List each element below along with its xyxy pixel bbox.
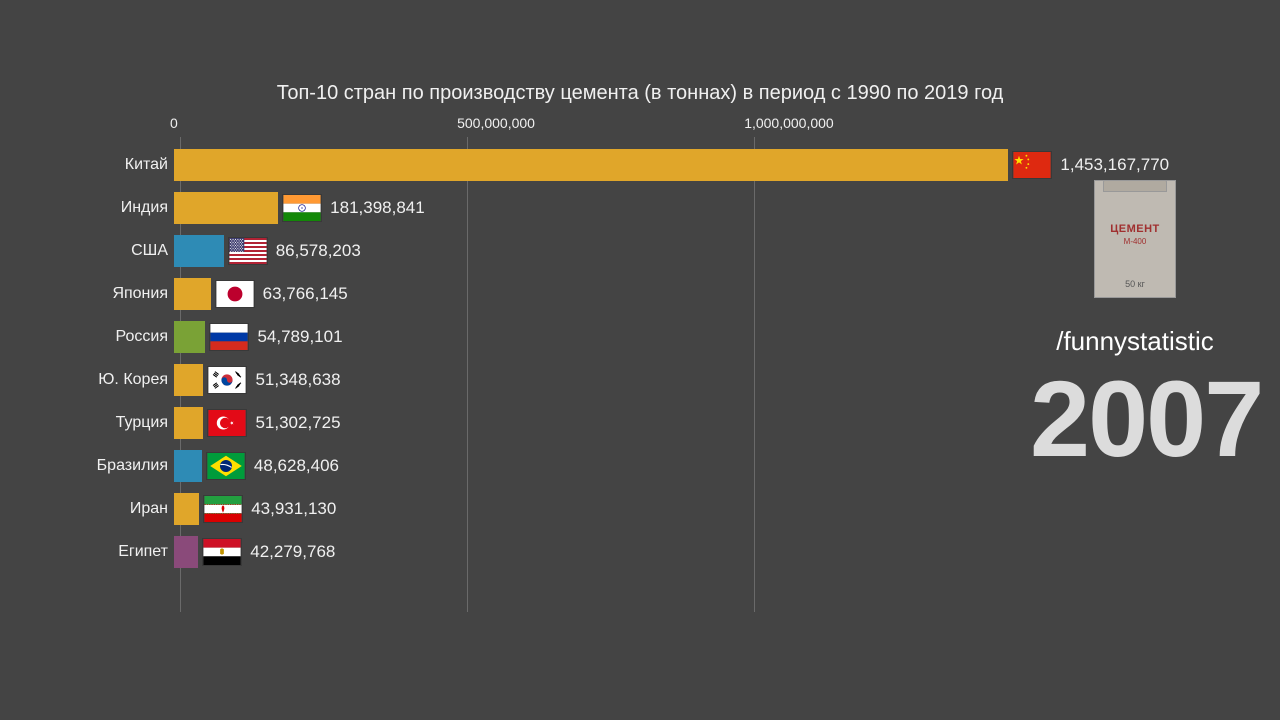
- bar-value: 54,789,101: [257, 321, 342, 353]
- bar-track: 86,578,203: [174, 235, 1070, 267]
- bar-track: 54,789,101: [174, 321, 1070, 353]
- x-axis-tick-label: 0: [170, 115, 178, 131]
- flag-icon: [228, 237, 268, 265]
- sidebar: ЦЕМЕНТ М-400 50 кг /funnystatistic 2007: [1030, 180, 1240, 473]
- bar-row: Бразилия 48,628,406: [90, 444, 1070, 487]
- chart-title: Топ-10 стран по производству цемента (в …: [0, 82, 1280, 105]
- bar-value: 1,453,167,770: [1060, 149, 1169, 181]
- country-label: Россия: [90, 328, 174, 346]
- bar-track: 1,453,167,770: [174, 149, 1070, 181]
- bar-value: 43,931,130: [251, 493, 336, 525]
- country-label: Ю. Корея: [90, 371, 174, 389]
- bar-chart: 0 500,000,000 1,000,000,000 Китай1,453,167…: [90, 115, 1070, 575]
- bar-value: 63,766,145: [263, 278, 348, 310]
- bar: [174, 450, 202, 482]
- country-label: Индия: [90, 199, 174, 217]
- flag-icon: [207, 409, 247, 437]
- bar-row: Египет 42,279,768: [90, 530, 1070, 573]
- country-label: Египет: [90, 543, 174, 561]
- country-label: Иран: [90, 500, 174, 518]
- bar: [174, 364, 203, 396]
- bar: [174, 321, 205, 353]
- cement-label-3: 50 кг: [1095, 279, 1175, 289]
- country-label: Китай: [90, 156, 174, 174]
- bar-track: 51,348,638: [174, 364, 1070, 396]
- flag-icon: [206, 452, 246, 480]
- flag-icon: [203, 495, 243, 523]
- bar-row: Индия 181,398,841: [90, 186, 1070, 229]
- bar-row: Китай1,453,167,770: [90, 143, 1070, 186]
- bar-value: 51,302,725: [255, 407, 340, 439]
- bar-row: Турция 51,302,725: [90, 401, 1070, 444]
- bar: [174, 235, 224, 267]
- flag-icon: [215, 280, 255, 308]
- flag-icon: [1012, 151, 1052, 179]
- country-label: Япония: [90, 285, 174, 303]
- bar-value: 181,398,841: [330, 192, 425, 224]
- bar: [174, 192, 278, 224]
- country-label: Турция: [90, 414, 174, 432]
- bar-value: 86,578,203: [276, 235, 361, 267]
- bar-track: 43,931,130: [174, 493, 1070, 525]
- bar-row: Ю. Корея 51,348,638: [90, 358, 1070, 401]
- channel-name: /funnystatistic: [1030, 326, 1240, 357]
- bar-value: 42,279,768: [250, 536, 335, 568]
- bar-row: Россия 54,789,101: [90, 315, 1070, 358]
- flag-icon: [207, 366, 247, 394]
- bar: [174, 407, 203, 439]
- bar-row: Иран 43,931,130: [90, 487, 1070, 530]
- bar-track: 63,766,145: [174, 278, 1070, 310]
- flag-icon: [282, 194, 322, 222]
- flag-icon: [209, 323, 249, 351]
- bar-value: 51,348,638: [255, 364, 340, 396]
- cement-label-1: ЦЕМЕНТ: [1095, 223, 1175, 235]
- bar: [174, 493, 199, 525]
- year-display: 2007: [1030, 365, 1240, 473]
- bar-track: 42,279,768: [174, 536, 1070, 568]
- country-label: Бразилия: [90, 457, 174, 475]
- bar-row: США 86,578,203: [90, 229, 1070, 272]
- cement-bag-icon: ЦЕМЕНТ М-400 50 кг: [1094, 180, 1176, 298]
- bar-row: Япония 63,766,145: [90, 272, 1070, 315]
- bar: [174, 536, 198, 568]
- x-axis-labels: 0500,000,0001,000,000,000: [180, 115, 1070, 135]
- bar: [174, 278, 211, 310]
- cement-label-2: М-400: [1095, 237, 1175, 246]
- bar-value: 48,628,406: [254, 450, 339, 482]
- country-label: США: [90, 242, 174, 260]
- x-axis-tick-label: 1,000,000,000: [744, 115, 834, 131]
- bar: [174, 149, 1008, 181]
- bar-track: 51,302,725: [174, 407, 1070, 439]
- flag-icon: [202, 538, 242, 566]
- bar-track: 181,398,841: [174, 192, 1070, 224]
- bar-rows: Китай1,453,167,770Индия181,398,841США86,…: [90, 143, 1070, 573]
- bar-track: 48,628,406: [174, 450, 1070, 482]
- x-axis-tick-label: 500,000,000: [457, 115, 535, 131]
